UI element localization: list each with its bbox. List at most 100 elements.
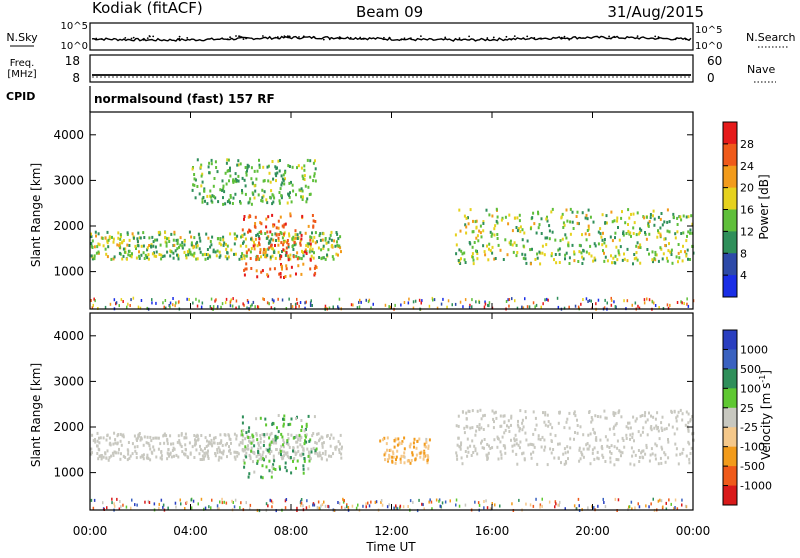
- velocity-echo-cell: [201, 454, 204, 458]
- power-echo-cell: [247, 201, 250, 205]
- velocity-clutter-cell: [637, 502, 639, 506]
- power-clutter-cell: [151, 298, 153, 302]
- velocity-echo-cell: [487, 424, 490, 428]
- power-clutter-cell: [246, 306, 248, 310]
- power-echo-cell: [119, 237, 122, 241]
- power-echo-cell: [226, 257, 229, 261]
- velocity-echo-cell: [652, 415, 655, 419]
- power-echo-cell: [244, 237, 247, 241]
- power-clutter-cell: [394, 303, 396, 307]
- velocity-echo-cell: [320, 456, 323, 460]
- velocity-clutter-cell: [614, 497, 617, 501]
- velocity-clutter-cell: [396, 507, 399, 511]
- power-echo-cell: [112, 240, 115, 244]
- velocity-echo-cell: [586, 442, 589, 445]
- power-echo-cell: [475, 219, 478, 223]
- power-echo-cell: [146, 248, 149, 252]
- power-echo-cell: [476, 234, 479, 238]
- velocity-echo-cell: [591, 451, 594, 455]
- velocity-echo-cell: [270, 431, 273, 435]
- power-echo-cell: [305, 250, 308, 253]
- velocity-echo-cell: [395, 458, 397, 462]
- velocity-echo-cell: [383, 453, 386, 457]
- power-echo-cell: [256, 169, 259, 173]
- power-clutter-cell: [91, 306, 94, 310]
- velocity-echo-cell: [262, 457, 265, 461]
- velocity-echo-cell: [455, 451, 458, 455]
- velocity-echo-cell: [654, 457, 657, 461]
- velocity-echo-cell: [295, 466, 297, 470]
- velocity-echo-cell: [286, 451, 289, 455]
- power-echo-cell: [555, 261, 558, 265]
- power-echo-cell: [515, 243, 518, 247]
- power-echo-cell: [300, 257, 303, 261]
- power-echo-cell: [302, 262, 305, 266]
- velocity-echo-cell: [530, 443, 533, 446]
- velocity-echo-cell: [283, 450, 286, 454]
- power-echo-cell: [640, 228, 643, 232]
- power-echo-cell: [609, 235, 612, 239]
- power-clutter-cell: [595, 302, 597, 306]
- noise-search-point: [362, 38, 365, 40]
- power-echo-cell: [306, 158, 309, 162]
- power-echo-cell: [564, 253, 567, 257]
- velocity-echo-cell: [247, 436, 250, 439]
- power-echo-cell: [284, 239, 287, 243]
- power-echo-cell: [95, 234, 97, 238]
- velocity-echo-cell: [596, 450, 599, 454]
- velocity-clutter-cell: [225, 501, 228, 505]
- velocity-echo-cell: [675, 416, 678, 420]
- velocity-echo-cell: [96, 452, 99, 455]
- velocity-echo-cell: [111, 451, 114, 455]
- power-echo-cell: [632, 232, 635, 235]
- power-echo-cell: [301, 214, 304, 218]
- velocity-echo-cell: [106, 433, 109, 437]
- velocity-echo-cell: [525, 416, 527, 420]
- velocity-echo-cell: [639, 414, 642, 418]
- velocity-echo-cell: [260, 457, 263, 461]
- velocity-echo-cell: [302, 452, 305, 456]
- velocity-echo-cell: [422, 457, 425, 461]
- power-clutter-cell: [436, 306, 439, 310]
- velocity-echo-cell: [307, 450, 310, 454]
- power-echo-cell: [132, 236, 135, 240]
- power-clutter-cell: [231, 304, 234, 308]
- power-echo-cell: [292, 248, 295, 251]
- power-echo-cell: [615, 245, 618, 249]
- power-echo-cell: [258, 158, 260, 162]
- velocity-echo-cell: [302, 464, 305, 468]
- noise-search-point: [568, 38, 571, 41]
- velocity-echo-cell: [298, 435, 301, 439]
- power-echo-cell: [224, 202, 227, 206]
- power-echo-cell: [206, 202, 209, 206]
- velocity-echo-cell: [576, 418, 578, 422]
- power-echo-cell: [622, 232, 624, 235]
- power-echo-cell: [632, 226, 635, 230]
- power-echo-cell: [589, 215, 592, 219]
- power-clutter-cell: [309, 304, 312, 307]
- velocity-echo-cell: [529, 442, 532, 446]
- velocity-echo-cell: [284, 465, 287, 469]
- power-echo-cell: [102, 244, 105, 248]
- velocity-clutter-cell: [375, 500, 378, 504]
- velocity-echo-cell: [386, 436, 389, 440]
- power-echo-cell: [207, 253, 210, 257]
- velocity-echo-cell: [288, 445, 291, 449]
- power-echo-cell: [336, 232, 339, 236]
- power-echo-cell: [259, 248, 262, 252]
- velocity-echo-cell: [483, 413, 486, 417]
- power-echo-cell: [593, 256, 596, 260]
- velocity-echo-cell: [499, 450, 502, 454]
- power-echo-cell: [496, 221, 499, 225]
- velocity-echo-cell: [247, 444, 249, 448]
- power-clutter-cell: [428, 304, 431, 308]
- velocity-echo-cell: [627, 421, 629, 425]
- power-clutter-cell: [257, 305, 260, 309]
- velocity-echo-cell: [244, 445, 247, 449]
- velocity-clutter-cell: [175, 505, 177, 509]
- noise-search-point: [288, 35, 291, 38]
- velocity-clutter-cell: [271, 501, 274, 505]
- power-echo-cell: [185, 256, 188, 260]
- power-echo-cell: [548, 229, 551, 233]
- power-echo-cell: [209, 189, 212, 193]
